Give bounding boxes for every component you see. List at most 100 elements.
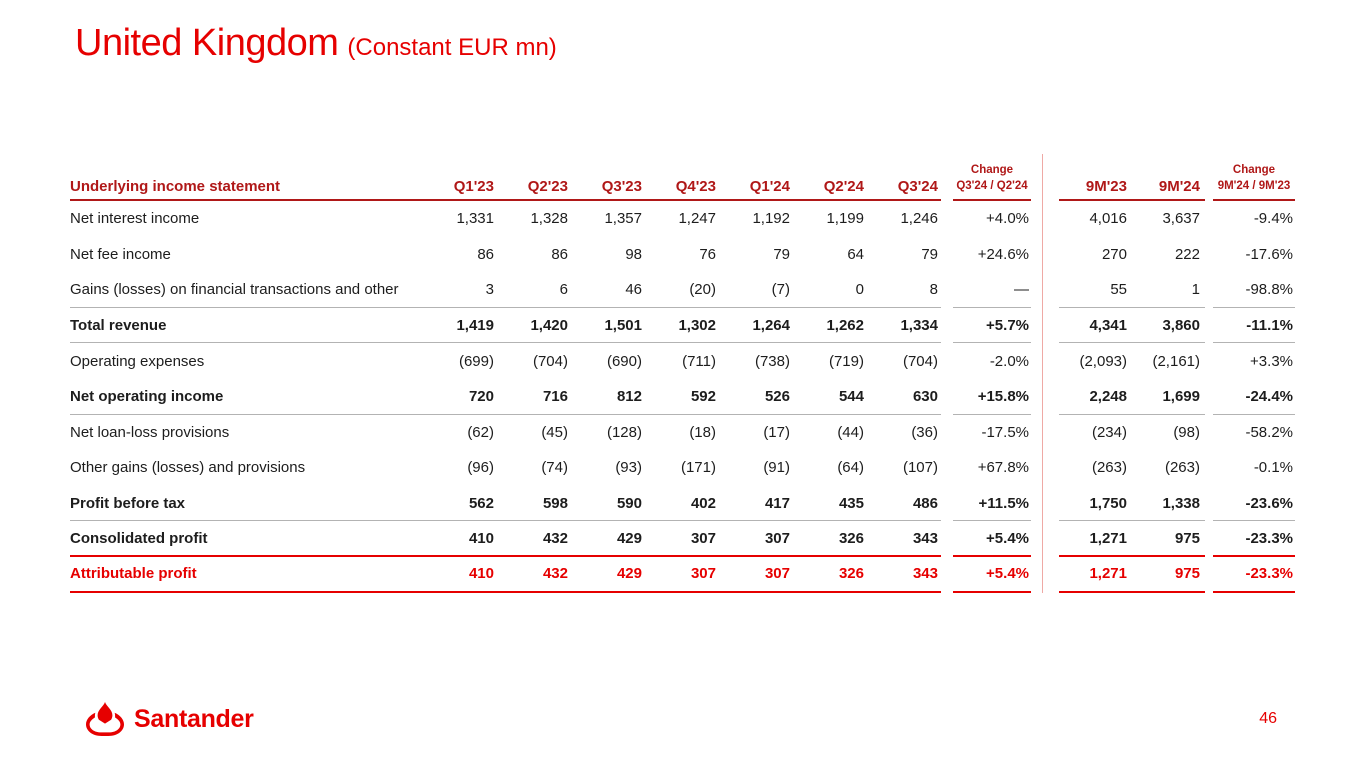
cell-qoq-change: -17.5% bbox=[981, 423, 1029, 441]
column-header-quarter: Q1'24 bbox=[719, 178, 793, 201]
cell-quarter-value: (704) bbox=[532, 352, 568, 370]
cell-quarter-value: (18) bbox=[689, 423, 716, 441]
cell-quarter-value: 0 bbox=[793, 272, 867, 308]
yoy-change-title: Change bbox=[1232, 163, 1276, 176]
cell-period-value: 1,271 bbox=[1059, 557, 1132, 593]
column-header-quarter: Q2'23 bbox=[497, 178, 571, 201]
cell-yoy-change: -24.4% bbox=[1213, 379, 1295, 415]
cell-qoq-change: +15.8% bbox=[953, 379, 1031, 415]
cell-quarter-value: 1,420 bbox=[497, 308, 571, 344]
cell-quarter-value: (107) bbox=[902, 459, 938, 477]
cell-yoy-change: -23.3% bbox=[1213, 557, 1295, 593]
yoy-change-subtitle: 9M'24 / 9M'23 bbox=[1217, 180, 1291, 193]
column-header-quarter: Q2'24 bbox=[793, 178, 867, 201]
cell-yoy-change: +3.3% bbox=[1250, 352, 1293, 370]
cell-yoy-change: -58.2% bbox=[1245, 423, 1293, 441]
table-row: Operating expenses (699) (704) (690) (711) (7… bbox=[70, 343, 1295, 379]
cell-quarter-value: 79 bbox=[773, 245, 790, 263]
table-row: Profit before tax 562 598 590 402 417 435 486 +1… bbox=[70, 486, 1295, 522]
cell-quarter-value: (128) bbox=[606, 423, 642, 441]
row-label: Consolidated profit bbox=[70, 521, 423, 557]
cell-quarter-value: 590 bbox=[571, 486, 645, 522]
cell-quarter-value: (7) bbox=[719, 272, 793, 308]
cell-quarter-value: (704) bbox=[902, 352, 938, 370]
santander-logo: Santander bbox=[85, 702, 254, 736]
santander-flame-icon bbox=[86, 702, 124, 736]
table-body: Net interest income 1,331 1,328 1,357 1,247 1… bbox=[70, 201, 1295, 593]
table-row: Net fee income 86 86 98 76 79 64 79 +24.6% 270 222… bbox=[70, 237, 1295, 273]
cell-quarter-value: (74) bbox=[541, 459, 568, 477]
cell-quarter-value: 1,334 bbox=[867, 308, 941, 344]
cell-quarter-value: (711) bbox=[682, 352, 716, 370]
cell-quarter-value: 98 bbox=[625, 245, 642, 263]
cell-quarter-value: 598 bbox=[497, 486, 571, 522]
cell-quarter-value: (64) bbox=[837, 459, 864, 477]
cell-quarter-value: 3 bbox=[423, 272, 497, 308]
cell-quarter-value: (96) bbox=[467, 459, 494, 477]
cell-quarter-value: (91) bbox=[763, 459, 790, 477]
cell-quarter-value: (171) bbox=[680, 459, 716, 477]
cell-quarter-value: 720 bbox=[423, 379, 497, 415]
cell-period-value: 1 bbox=[1132, 272, 1205, 308]
cell-quarter-value: 307 bbox=[719, 557, 793, 593]
cell-period-value: 975 bbox=[1132, 521, 1205, 557]
cell-quarter-value: (719) bbox=[828, 352, 864, 370]
cell-yoy-change: -0.1% bbox=[1253, 459, 1293, 477]
cell-quarter-value: 432 bbox=[497, 521, 571, 557]
cell-period-value: 1,338 bbox=[1132, 486, 1205, 522]
cell-quarter-value: 1,331 bbox=[456, 210, 494, 228]
cell-quarter-value: 1,501 bbox=[571, 308, 645, 344]
column-header-period: 9M'23 bbox=[1059, 178, 1132, 201]
page-title: United Kingdom (Constant EUR mn) bbox=[75, 22, 557, 65]
cell-quarter-value: 326 bbox=[793, 557, 867, 593]
cell-quarter-value: 716 bbox=[497, 379, 571, 415]
cell-quarter-value: 307 bbox=[719, 521, 793, 557]
cell-quarter-value: 64 bbox=[847, 245, 864, 263]
cell-quarter-value: (738) bbox=[754, 352, 790, 370]
cell-qoq-change: +5.4% bbox=[953, 557, 1031, 593]
column-header-quarter: Q4'23 bbox=[645, 178, 719, 201]
cell-quarter-value: (699) bbox=[458, 352, 494, 370]
cell-yoy-change: -17.6% bbox=[1245, 245, 1293, 263]
title-text: United Kingdom bbox=[75, 22, 339, 64]
cell-quarter-value: 307 bbox=[645, 557, 719, 593]
table-row: Net operating income 720 716 812 592 526 544 63… bbox=[70, 379, 1295, 415]
column-header-period: 9M'24 bbox=[1132, 178, 1205, 201]
cell-period-value: 3,860 bbox=[1132, 308, 1205, 344]
cell-period-value: (2,161) bbox=[1152, 352, 1200, 370]
cell-yoy-change: -11.1% bbox=[1213, 308, 1295, 344]
cell-quarter-value: 1,247 bbox=[678, 210, 716, 228]
cell-quarter-value: (20) bbox=[645, 272, 719, 308]
cell-period-value: 975 bbox=[1132, 557, 1205, 593]
cell-quarter-value: 6 bbox=[497, 272, 571, 308]
cell-quarter-value: (62) bbox=[467, 423, 494, 441]
cell-quarter-value: 79 bbox=[921, 245, 938, 263]
cell-quarter-value: 410 bbox=[423, 557, 497, 593]
cell-yoy-change: -23.3% bbox=[1213, 521, 1295, 557]
cell-quarter-value: 343 bbox=[867, 521, 941, 557]
cell-quarter-value: 307 bbox=[645, 521, 719, 557]
column-header-qoq-change: Change Q3'24 / Q2'24 bbox=[953, 162, 1031, 201]
cell-quarter-value: 544 bbox=[793, 379, 867, 415]
cell-qoq-change: +67.8% bbox=[977, 459, 1029, 477]
cell-qoq-change: +24.6% bbox=[977, 245, 1029, 263]
cell-quarter-value: 86 bbox=[477, 245, 494, 263]
row-label: Net loan-loss provisions bbox=[70, 423, 230, 441]
cell-period-value: 4,016 bbox=[1089, 210, 1127, 228]
cell-quarter-value: 592 bbox=[645, 379, 719, 415]
logo-wordmark: Santander bbox=[134, 704, 254, 733]
cell-period-value: 1,271 bbox=[1059, 521, 1132, 557]
column-header-label: Underlying income statement bbox=[70, 178, 423, 201]
table-row: Total revenue 1,419 1,420 1,501 1,302 1,264 1,… bbox=[70, 308, 1295, 344]
cell-period-value: (263) bbox=[1091, 459, 1127, 477]
cell-period-value: 4,341 bbox=[1059, 308, 1132, 344]
cell-period-value: (2,093) bbox=[1079, 352, 1127, 370]
cell-quarter-value: 1,199 bbox=[826, 210, 864, 228]
qoq-change-subtitle: Q3'24 / Q2'24 bbox=[956, 180, 1028, 193]
cell-period-value: 3,637 bbox=[1162, 210, 1200, 228]
cell-period-value: 55 bbox=[1059, 272, 1132, 308]
income-statement-table: Underlying income statement Q1'23 Q2'23 Q3'… bbox=[70, 152, 1295, 593]
cell-quarter-value: 562 bbox=[423, 486, 497, 522]
cell-yoy-change: -9.4% bbox=[1253, 210, 1293, 228]
